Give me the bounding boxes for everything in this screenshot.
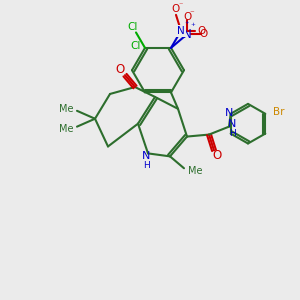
Text: H: H bbox=[142, 161, 149, 170]
Text: Cl: Cl bbox=[130, 41, 141, 51]
Text: O: O bbox=[212, 149, 222, 162]
Text: Me: Me bbox=[59, 124, 74, 134]
Text: ⁺: ⁺ bbox=[190, 22, 195, 31]
Text: ⁺: ⁺ bbox=[185, 20, 189, 29]
Text: ⁻: ⁻ bbox=[190, 10, 194, 19]
Text: ⁻: ⁻ bbox=[179, 1, 183, 10]
Text: Cl: Cl bbox=[128, 22, 138, 32]
Text: O: O bbox=[199, 29, 207, 39]
Text: O: O bbox=[116, 63, 124, 76]
Text: H: H bbox=[229, 129, 236, 138]
Text: Me: Me bbox=[188, 166, 202, 176]
Text: O: O bbox=[183, 12, 191, 22]
Text: O: O bbox=[172, 4, 180, 14]
Text: N: N bbox=[228, 119, 236, 129]
Text: N: N bbox=[142, 152, 150, 161]
Text: N: N bbox=[183, 28, 191, 40]
Text: N: N bbox=[177, 26, 185, 36]
Text: O: O bbox=[198, 26, 206, 36]
Text: Me: Me bbox=[59, 104, 74, 114]
Text: Br: Br bbox=[273, 107, 285, 117]
Text: N: N bbox=[224, 108, 233, 118]
